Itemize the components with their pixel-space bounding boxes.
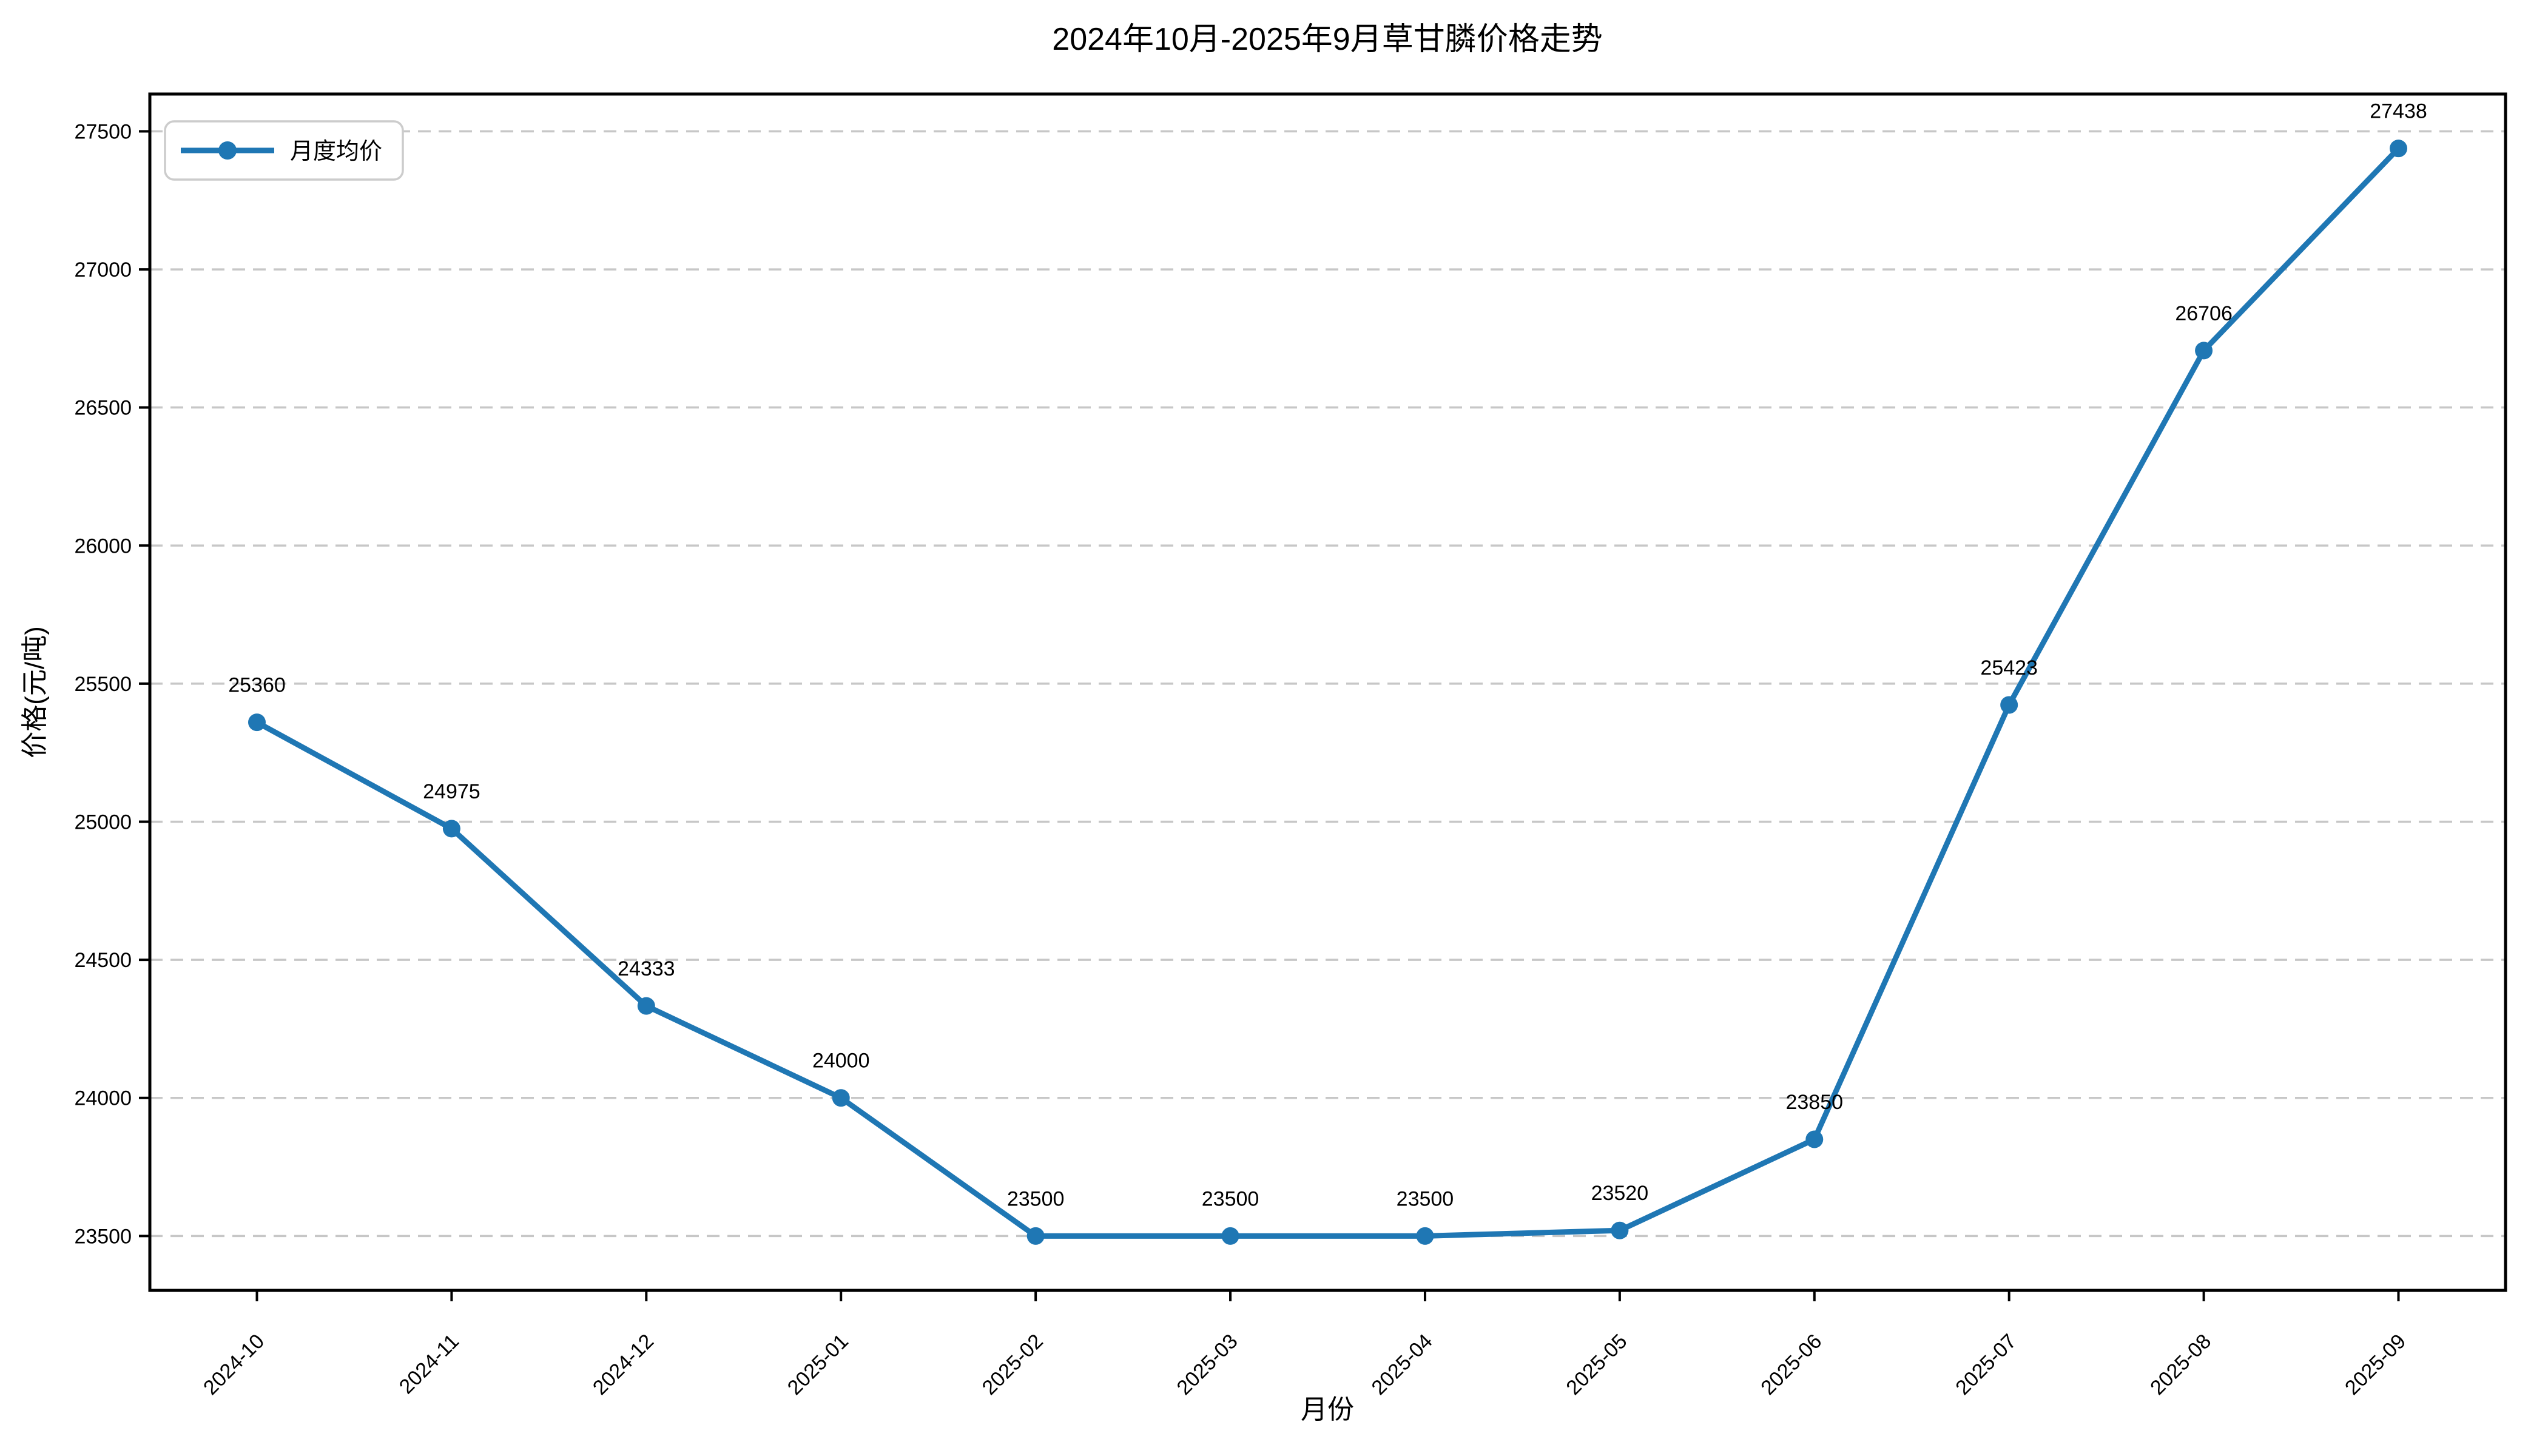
data-point-marker (248, 713, 266, 732)
data-point-marker (1805, 1130, 1824, 1148)
data-point-marker (2000, 696, 2018, 714)
data-point-marker (1026, 1227, 1045, 1245)
x-tick-label: 2024-12 (588, 1330, 658, 1400)
data-point-label: 23850 (1785, 1091, 1843, 1114)
x-tick-label: 2025-06 (1756, 1330, 1826, 1400)
y-tick-label: 24000 (74, 1087, 132, 1110)
x-tick-label: 2025-04 (1367, 1330, 1437, 1400)
x-tick-label: 2025-05 (1562, 1330, 1631, 1400)
chart-title: 2024年10月-2025年9月草甘膦价格走势 (1052, 22, 1602, 57)
data-point-label: 24000 (812, 1050, 870, 1073)
x-tick-label: 2024-11 (395, 1330, 463, 1398)
data-point-label: 27438 (2370, 100, 2427, 123)
data-point-marker (637, 997, 655, 1015)
legend-marker-icon (218, 141, 237, 160)
y-tick-label: 23500 (74, 1225, 132, 1248)
data-point-marker (442, 820, 460, 838)
data-point-label: 26706 (2175, 302, 2233, 325)
y-tick-label: 24500 (74, 949, 132, 972)
series-layer (248, 140, 2407, 1245)
x-tick-label: 2024-10 (199, 1330, 269, 1400)
x-tick-label: 2025-02 (978, 1330, 1048, 1400)
x-tick-label: 2025-08 (2146, 1330, 2216, 1400)
x-axis-title: 月份 (1301, 1395, 1354, 1424)
y-tick-label: 26000 (74, 534, 132, 558)
y-tick-label: 25500 (74, 673, 132, 696)
data-point-label: 23500 (1202, 1187, 1259, 1210)
x-tick-label: 2025-01 (783, 1330, 853, 1400)
y-tick-label: 27000 (74, 258, 132, 281)
data-point-label: 24975 (423, 780, 480, 803)
grid-layer (150, 130, 2506, 1238)
annotation-layer: 25360 24975 24333 24000 23500 23500 23500 23520… (228, 100, 2427, 1211)
data-point-marker (1611, 1221, 1629, 1239)
legend-label: 月度均价 (290, 139, 382, 164)
data-point-marker (2195, 342, 2213, 360)
data-point-label: 23520 (1591, 1182, 1649, 1205)
x-tick-label: 2025-03 (1173, 1330, 1242, 1400)
plot-border (148, 92, 2507, 1292)
y-axis-title: 价格(元/吨) (20, 626, 50, 758)
data-point-label: 24333 (618, 957, 675, 980)
data-point-marker (2390, 140, 2407, 158)
y-tick-label: 26500 (74, 397, 132, 420)
legend: 月度均价 (164, 120, 404, 181)
y-tick-label: 27500 (74, 120, 132, 143)
data-point-label: 23500 (1397, 1187, 1454, 1210)
legend-box (164, 120, 404, 181)
data-point-marker (832, 1089, 850, 1107)
price-line (254, 146, 2401, 1239)
data-point-label: 25423 (1980, 656, 2038, 679)
data-point-label: 25360 (228, 674, 286, 697)
x-tick-label: 2025-07 (1951, 1330, 2021, 1400)
data-point-marker (1221, 1227, 1239, 1245)
data-point-label: 23500 (1007, 1187, 1065, 1210)
y-tick-label: 25000 (74, 811, 132, 834)
x-tick-label: 2025-09 (2341, 1330, 2410, 1400)
data-point-marker (1416, 1227, 1434, 1245)
